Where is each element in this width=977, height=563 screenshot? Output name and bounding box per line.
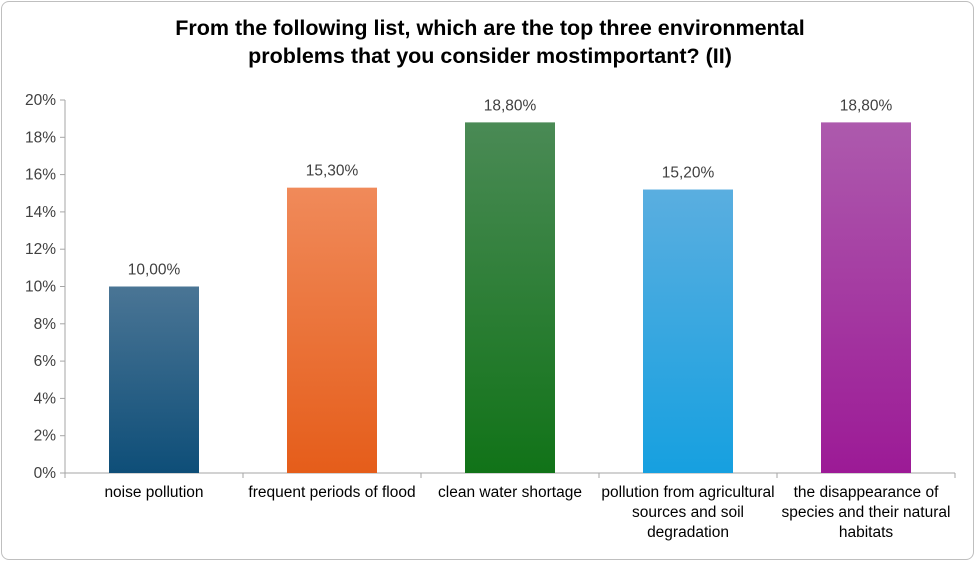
category-label: frequent periods of flood [248, 484, 416, 501]
y-tick-label: 20% [25, 92, 56, 109]
bar-1 [287, 187, 377, 473]
bar-2 [465, 122, 555, 473]
y-tick-label: 10% [25, 279, 56, 296]
data-label: 10,00% [128, 262, 181, 279]
bar-0 [109, 286, 199, 473]
data-label: 15,20% [662, 165, 715, 182]
category-label: the disappearance of species and their n… [781, 484, 951, 541]
y-tick-label: 12% [25, 241, 56, 258]
y-tick-label: 6% [34, 353, 57, 370]
data-label: 15,30% [306, 163, 359, 180]
data-label: 18,80% [840, 97, 893, 114]
y-tick-label: 2% [34, 428, 57, 445]
y-tick-label: 14% [25, 204, 56, 221]
category-label: clean water shortage [438, 484, 582, 501]
category-label: noise pollution [104, 484, 204, 501]
y-tick-label: 18% [25, 129, 56, 146]
bar-4 [821, 122, 911, 473]
category-label: pollution from agricultural sources and … [601, 484, 775, 541]
y-tick-label: 8% [34, 316, 57, 333]
chart-title: From the following list, which are the t… [175, 16, 805, 68]
y-tick-label: 0% [34, 465, 57, 482]
y-tick-label: 4% [34, 390, 57, 407]
y-tick-label: 16% [25, 167, 56, 184]
data-label: 18,80% [484, 97, 537, 114]
bar-3 [643, 189, 733, 473]
